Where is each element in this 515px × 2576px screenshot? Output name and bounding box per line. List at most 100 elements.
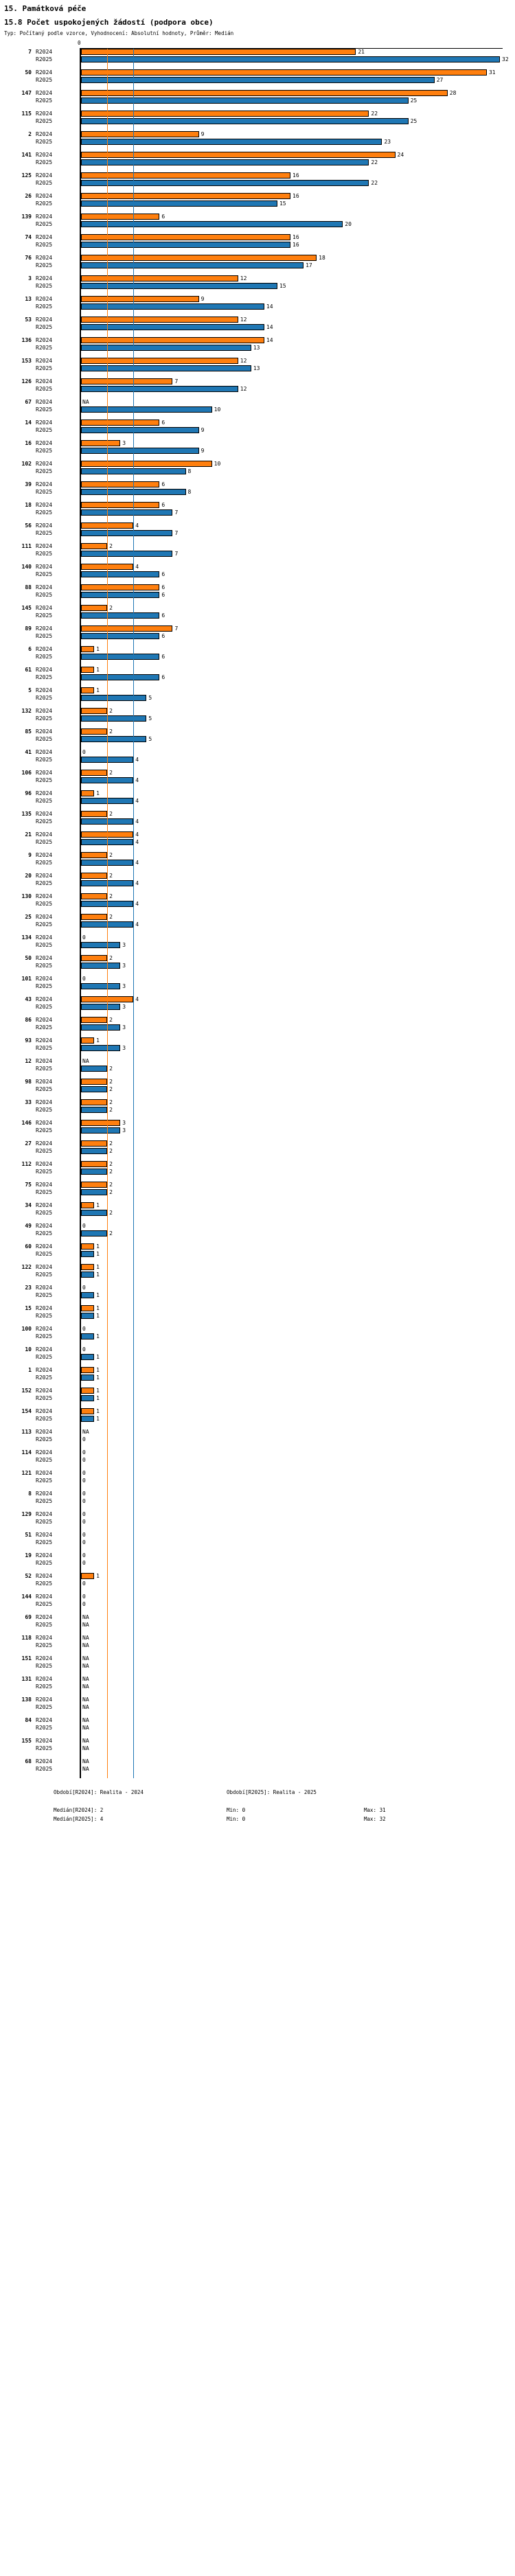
- chart-row: 136 R2024 14: [0, 336, 515, 344]
- row-series-label: R2025: [36, 1436, 53, 1442]
- bar-value-label: NA: [82, 1717, 89, 1723]
- chart-row-group: 61 R2024 1 R2025 6: [0, 666, 515, 687]
- row-series-label: R2024: [36, 1717, 53, 1723]
- row-id-label: 43: [25, 996, 32, 1002]
- row-bar-wrap: 10: [81, 460, 515, 468]
- chart-row: 141 R2024 24: [0, 151, 515, 159]
- row-series-label: R2024: [36, 934, 53, 941]
- row-group-spacer: [0, 846, 515, 851]
- row-id-label: 67: [25, 399, 32, 405]
- row-bar-wrap: 6: [81, 419, 515, 426]
- chart-row: R2025 6: [0, 591, 515, 599]
- chart-row: 147 R2024 28: [0, 89, 515, 97]
- row-group-spacer: [0, 1258, 515, 1263]
- row-bar-wrap: 4: [81, 777, 515, 784]
- bar-value-label: 2: [109, 1099, 113, 1105]
- row-series-label: R2025: [36, 983, 53, 989]
- row-series-label: R2024: [36, 461, 53, 467]
- row-series-label: R2025: [36, 1148, 53, 1154]
- row-series-label: R2024: [36, 667, 53, 673]
- chart-row-group: 75 R2024 2 R2025 2: [0, 1181, 515, 1201]
- bar-2024: [81, 110, 369, 117]
- row-group-spacer: [0, 1443, 515, 1449]
- row-group-spacer: [0, 146, 515, 151]
- row-bar-wrap: NA: [81, 1724, 515, 1732]
- bar-value-label: 1: [96, 687, 100, 693]
- bar-value-label: 1: [96, 1367, 100, 1373]
- row-series-label: R2025: [36, 1725, 53, 1731]
- chart-row-group: 147 R2024 28 R2025 25: [0, 89, 515, 110]
- row-group-spacer: [0, 1690, 515, 1696]
- chart-row-group: 93 R2024 1 R2025 3: [0, 1037, 515, 1057]
- row-series-label: R2024: [36, 1758, 53, 1764]
- bar-value-label: 2: [109, 852, 113, 858]
- row-series-label: R2025: [36, 1519, 53, 1525]
- chart-row: R2025 14: [0, 303, 515, 310]
- chart-row: 121 R2024 0: [0, 1469, 515, 1477]
- bar-value-label: 4: [135, 839, 139, 845]
- chart-row-group: 26 R2024 16 R2025 15: [0, 192, 515, 213]
- row-id-label: 50: [25, 69, 32, 76]
- row-id-label: 61: [25, 667, 32, 673]
- row-bar-wrap: NA: [81, 398, 515, 406]
- row-series-label: R2025: [36, 262, 53, 268]
- chart-row: R2025 4: [0, 777, 515, 784]
- row-bar-wrap: 13: [81, 344, 515, 352]
- row-group-spacer: [0, 784, 515, 790]
- row-id-label: 135: [21, 811, 32, 817]
- row-id-label: 147: [21, 90, 32, 96]
- row-series-label: R2024: [36, 976, 53, 982]
- row-id-label: 76: [25, 255, 32, 261]
- row-bar-wrap: 4: [81, 838, 515, 846]
- chart-row: R2025 0: [0, 1436, 515, 1443]
- row-bar-wrap: 1: [81, 1366, 515, 1374]
- bar-value-label: 14: [266, 303, 273, 310]
- row-series-label: R2025: [36, 1642, 53, 1648]
- row-id-label: 26: [25, 193, 32, 199]
- chart-row: R2025 22: [0, 179, 515, 187]
- row-bar-wrap: 17: [81, 262, 515, 269]
- bar-value-label: 0: [82, 1477, 86, 1484]
- row-id-label: 34: [25, 1202, 32, 1208]
- bar-2024: [81, 69, 487, 76]
- row-bar-wrap: 0: [81, 1346, 515, 1353]
- bar-value-label: 2: [109, 914, 113, 920]
- bar-2025: [81, 282, 277, 289]
- chart-row-group: 74 R2024 16 R2025 16: [0, 233, 515, 254]
- bar-value-label: NA: [82, 1663, 89, 1669]
- bar-2025: [81, 385, 238, 392]
- chart-row: 6 R2024 1: [0, 645, 515, 653]
- bar-value-label: NA: [82, 1429, 89, 1435]
- chart-row-group: 15 R2024 1 R2025 1: [0, 1304, 515, 1325]
- bar-2024: [81, 913, 108, 920]
- row-bar-wrap: 6: [81, 591, 515, 599]
- chart-row: R2025 27: [0, 76, 515, 84]
- row-series-label: R2024: [36, 522, 53, 529]
- row-series-label: R2025: [36, 365, 53, 371]
- row-bar-wrap: 16: [81, 172, 515, 179]
- row-series-label: R2025: [36, 180, 53, 186]
- row-bar-wrap: 4: [81, 879, 515, 887]
- row-bar-wrap: 6: [81, 584, 515, 591]
- row-group-spacer: [0, 187, 515, 192]
- bar-value-label: 0: [82, 934, 86, 941]
- bar-value-label: 9: [201, 448, 205, 454]
- row-group-spacer: [0, 825, 515, 831]
- chart-row: 101 R2024 0: [0, 975, 515, 982]
- bar-value-label: 2: [109, 955, 113, 961]
- bar-2024: [81, 501, 160, 508]
- row-bar-wrap: 2: [81, 1016, 515, 1024]
- chart-row: R2025 1: [0, 1250, 515, 1258]
- row-series-label: R2025: [36, 118, 53, 124]
- bar-value-label: 14: [266, 324, 273, 330]
- row-group-spacer: [0, 228, 515, 233]
- row-bar-wrap: 21: [81, 48, 515, 56]
- bar-2025: [81, 1147, 108, 1154]
- row-series-label: R2024: [36, 1182, 53, 1188]
- bar-value-label: 1: [96, 1292, 100, 1298]
- bar-2025: [81, 426, 199, 433]
- row-bar-wrap: 2: [81, 1140, 515, 1147]
- row-id-label: 69: [25, 1614, 32, 1620]
- row-series-label: R2025: [36, 406, 53, 413]
- chart-row: R2025 4: [0, 838, 515, 846]
